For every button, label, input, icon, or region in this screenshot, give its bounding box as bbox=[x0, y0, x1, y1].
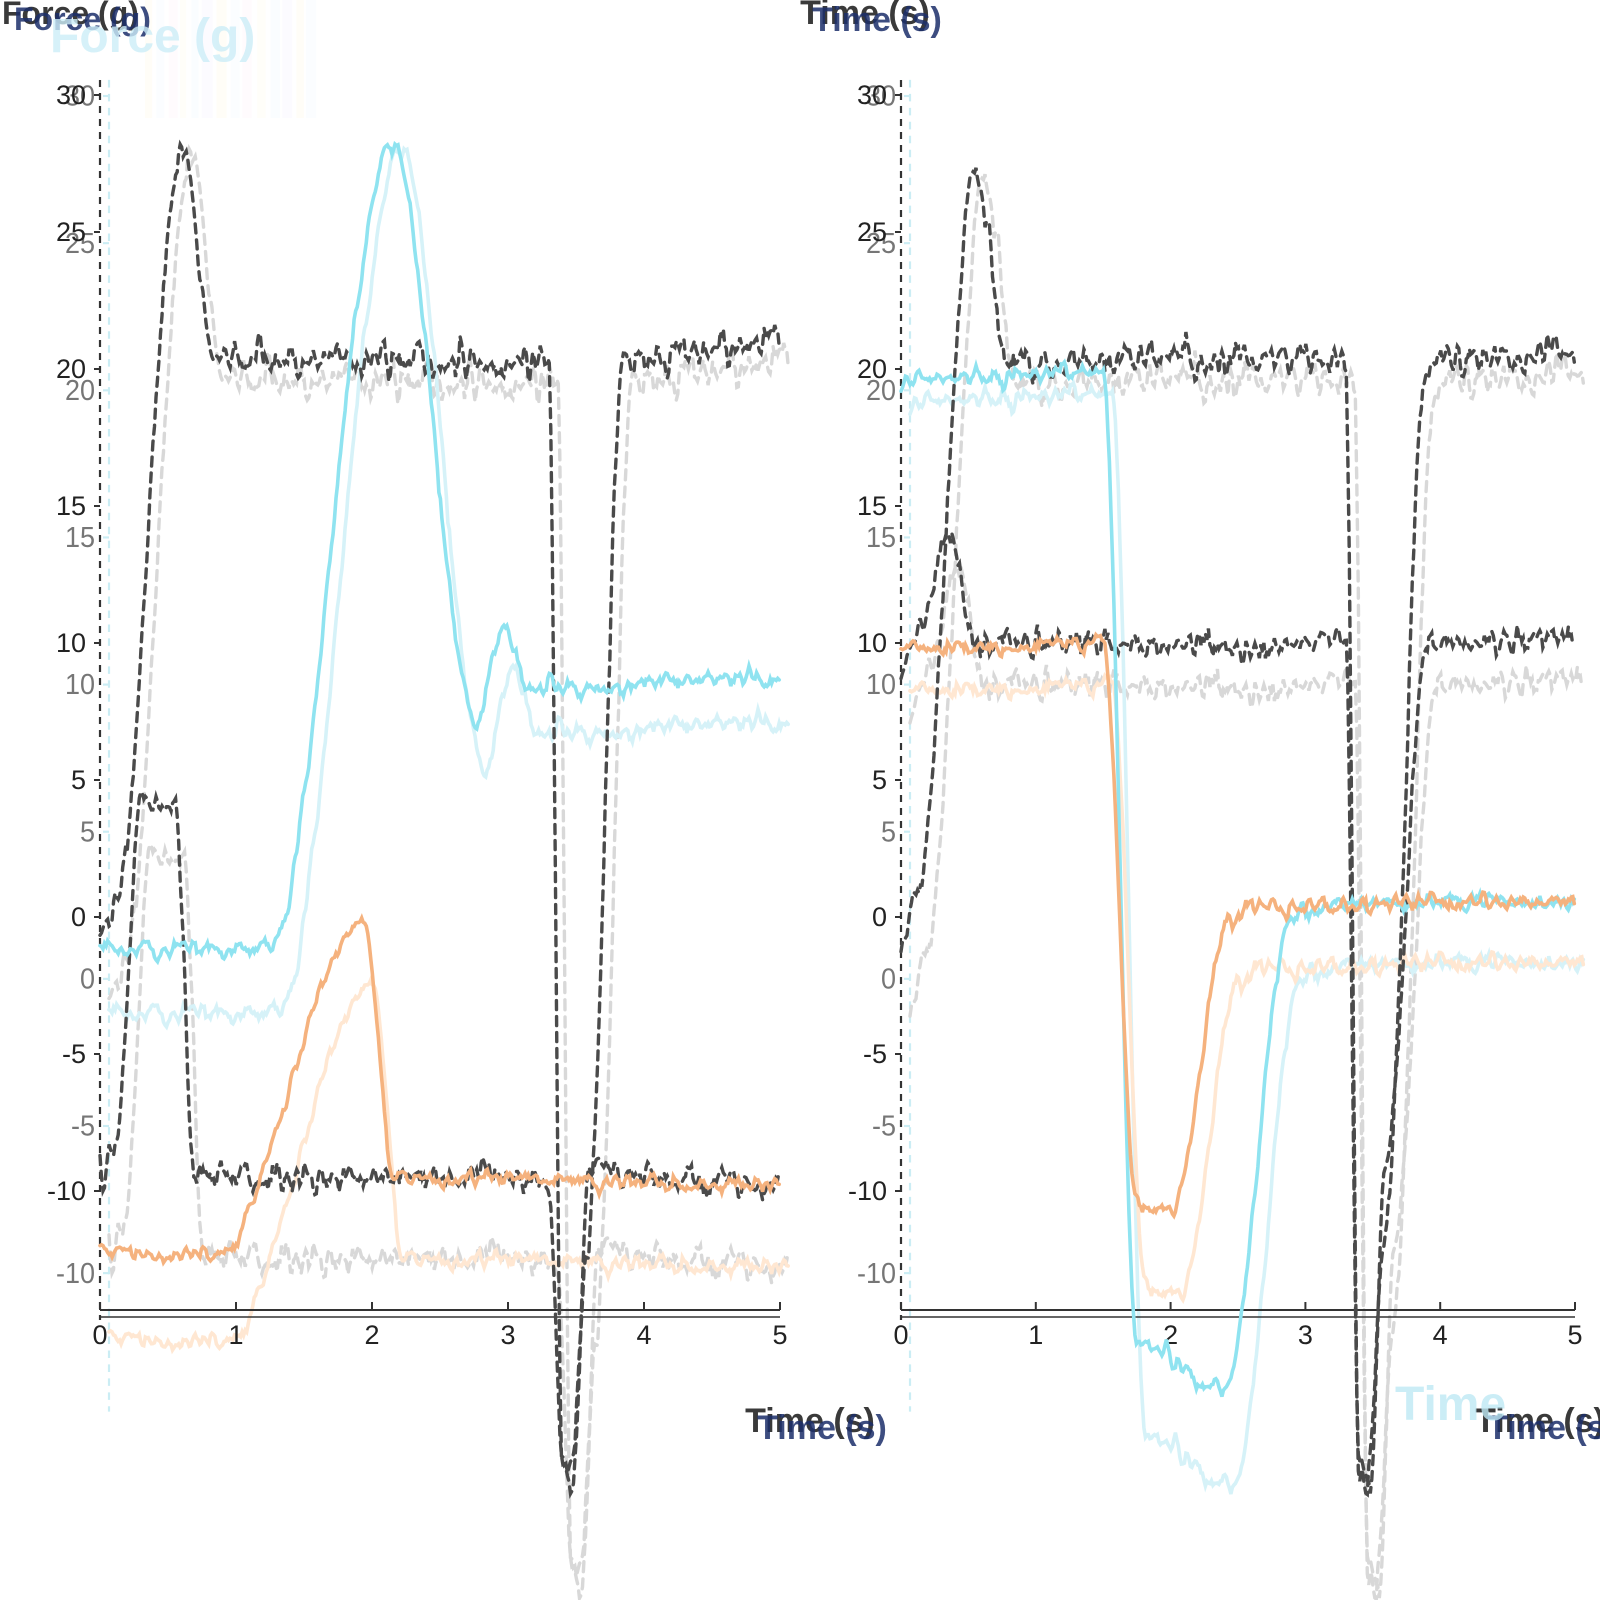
svg-text:4: 4 bbox=[636, 1320, 651, 1350]
svg-text:1: 1 bbox=[228, 1320, 243, 1350]
svg-text:-5: -5 bbox=[62, 1039, 86, 1069]
svg-text:Force (g): Force (g) bbox=[50, 10, 255, 63]
svg-text:5: 5 bbox=[80, 816, 95, 848]
svg-text:0: 0 bbox=[80, 963, 95, 995]
svg-text:30: 30 bbox=[56, 80, 86, 110]
svg-text:10: 10 bbox=[65, 668, 95, 700]
svg-text:5: 5 bbox=[1567, 1320, 1582, 1350]
svg-text:4: 4 bbox=[1433, 1320, 1448, 1350]
svg-text:0: 0 bbox=[893, 1320, 908, 1350]
svg-text:15: 15 bbox=[866, 521, 896, 553]
svg-text:-5: -5 bbox=[863, 1039, 887, 1069]
svg-text:-10: -10 bbox=[848, 1176, 887, 1206]
svg-text:0: 0 bbox=[881, 963, 896, 995]
svg-text:-5: -5 bbox=[872, 1110, 896, 1142]
svg-text:20: 20 bbox=[56, 354, 86, 384]
svg-text:15: 15 bbox=[857, 491, 887, 521]
svg-text:15: 15 bbox=[56, 491, 86, 521]
svg-text:10: 10 bbox=[56, 628, 86, 658]
svg-text:25: 25 bbox=[857, 217, 887, 247]
svg-text:2: 2 bbox=[364, 1320, 379, 1350]
svg-text:-5: -5 bbox=[71, 1110, 95, 1142]
svg-text:Time (s): Time (s) bbox=[812, 1, 942, 39]
svg-text:5: 5 bbox=[872, 765, 887, 795]
svg-text:0: 0 bbox=[71, 902, 86, 932]
svg-text:5: 5 bbox=[772, 1320, 787, 1350]
svg-text:5: 5 bbox=[881, 816, 896, 848]
svg-text:Time: Time bbox=[1395, 1378, 1506, 1431]
svg-text:Time (s): Time (s) bbox=[757, 1409, 887, 1447]
svg-text:-10: -10 bbox=[47, 1176, 86, 1206]
svg-text:30: 30 bbox=[857, 80, 887, 110]
svg-text:0: 0 bbox=[872, 902, 887, 932]
svg-text:1: 1 bbox=[1028, 1320, 1043, 1350]
svg-text:-10: -10 bbox=[857, 1257, 896, 1289]
svg-text:5: 5 bbox=[71, 765, 86, 795]
svg-text:10: 10 bbox=[857, 628, 887, 658]
svg-text:20: 20 bbox=[857, 354, 887, 384]
svg-text:-10: -10 bbox=[56, 1257, 95, 1289]
svg-text:0: 0 bbox=[92, 1320, 107, 1350]
svg-text:3: 3 bbox=[500, 1320, 515, 1350]
svg-text:15: 15 bbox=[65, 521, 95, 553]
svg-text:3: 3 bbox=[1298, 1320, 1313, 1350]
svg-text:10: 10 bbox=[866, 668, 896, 700]
svg-text:25: 25 bbox=[56, 217, 86, 247]
